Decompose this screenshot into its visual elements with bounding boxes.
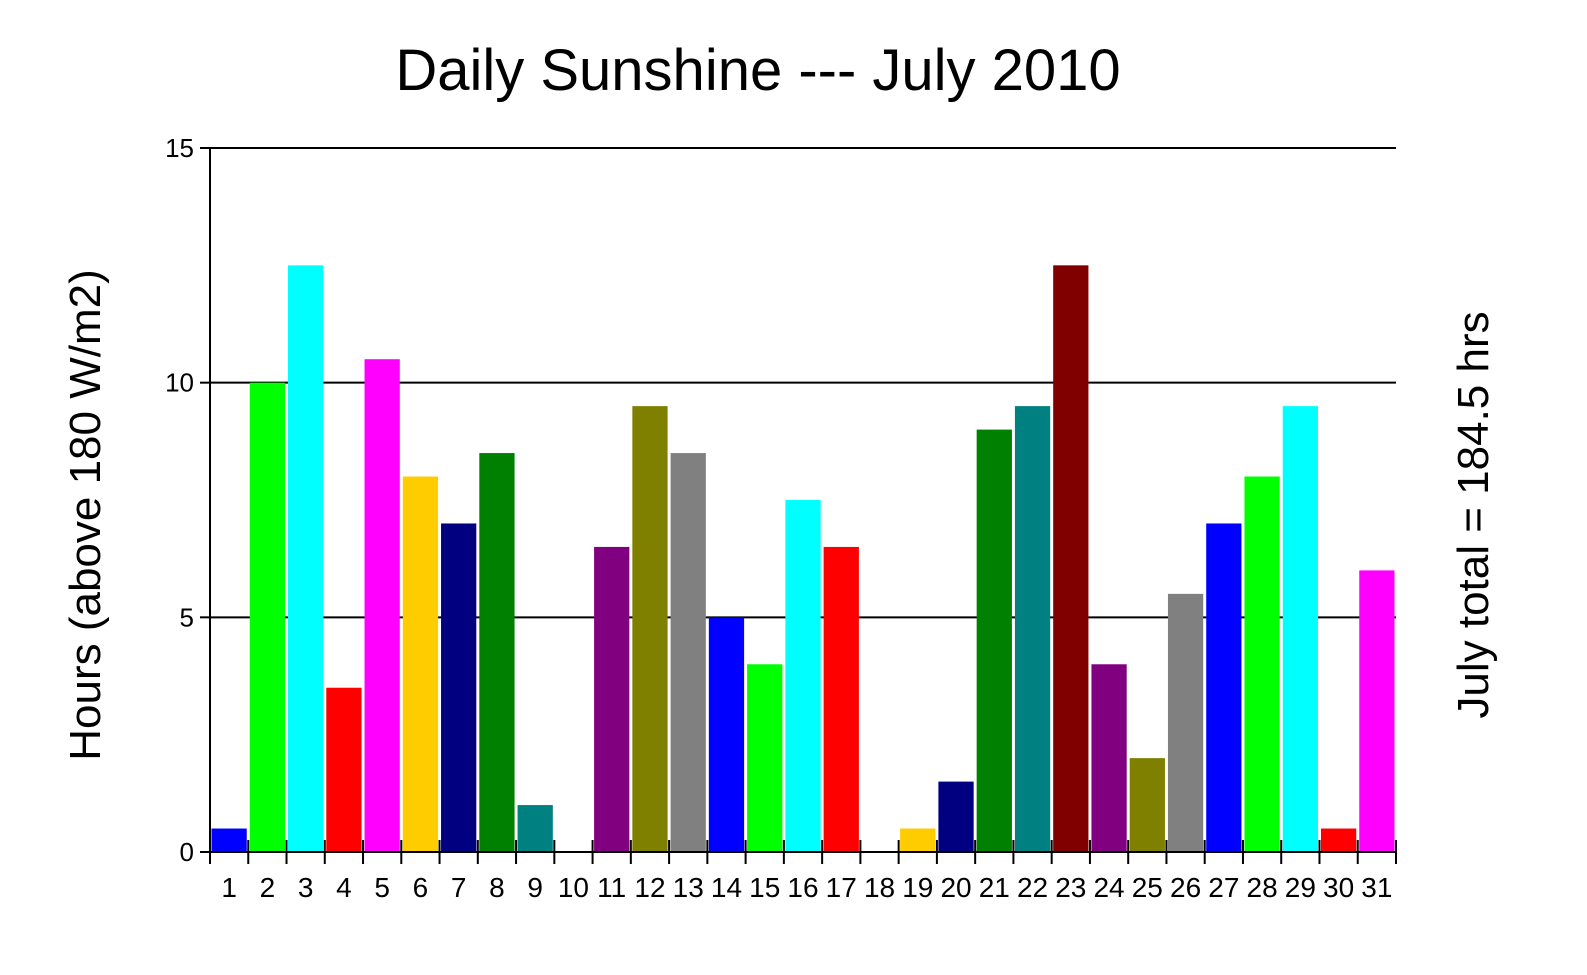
y-tick-label-0: 0: [180, 837, 194, 867]
x-tick-label-23: 23: [1055, 872, 1086, 903]
axes: [200, 147, 1397, 864]
y-tick-label-5: 5: [180, 602, 194, 632]
x-tick-label-4: 4: [336, 872, 352, 903]
bar-day-1: [211, 828, 247, 852]
bar-day-2: [249, 382, 286, 852]
x-tick-label-17: 17: [826, 872, 857, 903]
x-tick-label-20: 20: [940, 872, 971, 903]
bar-day-9: [517, 805, 553, 852]
x-tick-label-5: 5: [374, 872, 390, 903]
bar-day-4: [326, 687, 362, 852]
x-tick-label-31: 31: [1361, 872, 1392, 903]
bar-day-29: [1282, 406, 1318, 852]
x-tick-label-14: 14: [711, 872, 742, 903]
x-tick-label-7: 7: [451, 872, 467, 903]
x-tick-label-27: 27: [1208, 872, 1239, 903]
x-tick-label-19: 19: [902, 872, 933, 903]
x-tick-label-12: 12: [634, 872, 665, 903]
x-tick-label-1: 1: [221, 872, 237, 903]
x-tick-label-15: 15: [749, 872, 780, 903]
bar-day-22: [1014, 406, 1051, 852]
right-total-label: July total = 184.5 hrs: [1449, 311, 1498, 718]
bar-day-16: [785, 500, 821, 852]
x-tick-label-21: 21: [979, 872, 1010, 903]
x-tick-label-13: 13: [673, 872, 704, 903]
chart-title: Daily Sunshine --- July 2010: [395, 38, 1120, 103]
bar-day-27: [1206, 523, 1242, 852]
bar-day-11: [594, 546, 630, 852]
bar-day-21: [976, 429, 1012, 852]
x-tick-label-30: 30: [1323, 872, 1354, 903]
x-tick-label-24: 24: [1093, 872, 1124, 903]
y-axis-label: Hours (above 180 W/m2): [61, 269, 110, 761]
bar-day-8: [479, 453, 515, 852]
bar-day-28: [1244, 476, 1280, 852]
x-tick-label-29: 29: [1285, 872, 1316, 903]
x-tick-label-11: 11: [597, 872, 626, 903]
bar-day-23: [1053, 265, 1089, 852]
bars: [211, 265, 1395, 852]
x-tick-label-25: 25: [1132, 872, 1163, 903]
x-tick-label-28: 28: [1247, 872, 1278, 903]
bar-day-19: [900, 828, 936, 852]
x-tick-label-2: 2: [260, 872, 276, 903]
x-tick-label-18: 18: [864, 872, 895, 903]
bar-day-14: [708, 617, 745, 852]
y-tick-label-15: 15: [165, 133, 194, 163]
x-tick-label-16: 16: [787, 872, 818, 903]
x-tick-label-9: 9: [527, 872, 543, 903]
bar-day-13: [670, 453, 706, 852]
bar-day-12: [632, 406, 668, 852]
bar-day-15: [747, 664, 783, 852]
bar-day-30: [1320, 828, 1357, 852]
bar-day-20: [938, 781, 974, 852]
bar-day-31: [1359, 570, 1395, 852]
x-tick-label-8: 8: [489, 872, 505, 903]
bar-day-26: [1167, 593, 1204, 852]
y-tick-label-10: 10: [165, 368, 194, 398]
x-tick-label-22: 22: [1017, 872, 1048, 903]
x-tick-label-26: 26: [1170, 872, 1201, 903]
bar-day-5: [364, 359, 400, 852]
bar-day-3: [288, 265, 324, 852]
bar-day-25: [1129, 758, 1165, 852]
bar-day-6: [402, 476, 439, 852]
bar-day-7: [441, 523, 477, 852]
x-tick-label-6: 6: [413, 872, 429, 903]
bar-day-24: [1091, 664, 1127, 852]
x-tick-label-10: 10: [558, 872, 589, 903]
bar-day-17: [823, 546, 859, 852]
x-tick-label-3: 3: [298, 872, 314, 903]
